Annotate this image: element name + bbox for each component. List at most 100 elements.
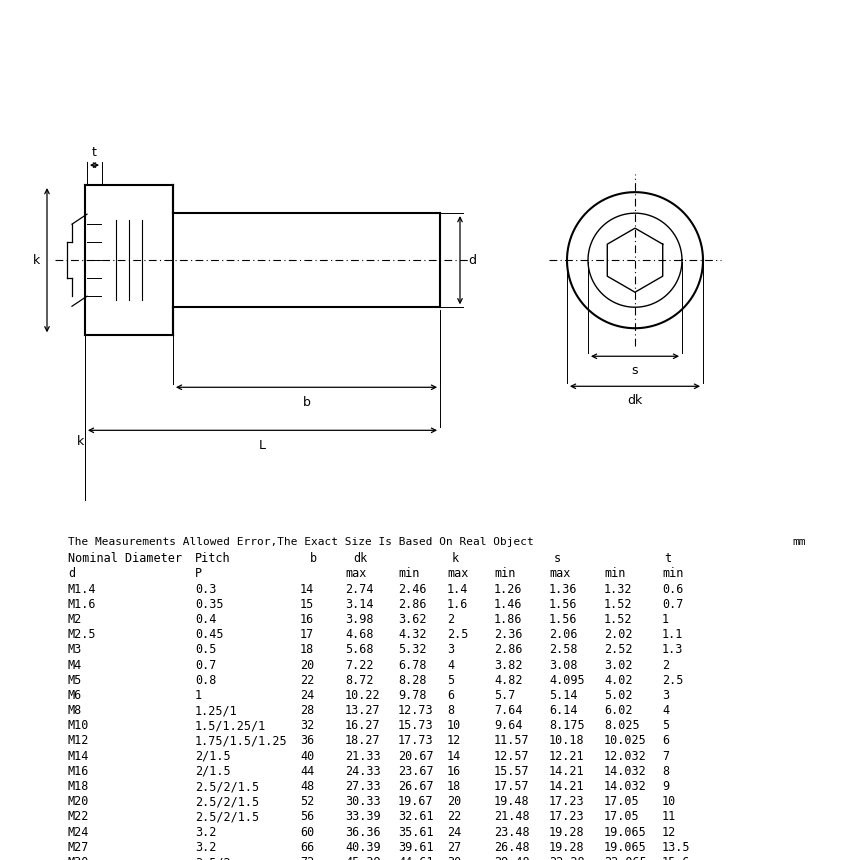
Text: max: max bbox=[447, 568, 469, 580]
Text: 17.23: 17.23 bbox=[549, 796, 585, 808]
Text: M27: M27 bbox=[68, 841, 89, 854]
Text: 19.48: 19.48 bbox=[494, 796, 530, 808]
Text: 20: 20 bbox=[300, 659, 314, 672]
Text: 2.36: 2.36 bbox=[494, 628, 523, 642]
Text: 28: 28 bbox=[300, 704, 314, 717]
Text: 22.28: 22.28 bbox=[549, 856, 585, 860]
Text: 2: 2 bbox=[447, 613, 454, 626]
Text: d: d bbox=[68, 568, 75, 580]
Text: 2.74: 2.74 bbox=[345, 582, 373, 596]
Text: 40: 40 bbox=[300, 750, 314, 763]
Text: 60: 60 bbox=[300, 826, 314, 838]
Text: P: P bbox=[195, 568, 202, 580]
Text: 1.52: 1.52 bbox=[604, 613, 632, 626]
Text: k: k bbox=[33, 254, 40, 267]
Text: 7.22: 7.22 bbox=[345, 659, 373, 672]
Text: 0.45: 0.45 bbox=[195, 628, 224, 642]
Text: 20.67: 20.67 bbox=[398, 750, 433, 763]
Text: 8.72: 8.72 bbox=[345, 673, 373, 687]
Text: 3.5/2: 3.5/2 bbox=[195, 856, 230, 860]
Text: 19.28: 19.28 bbox=[549, 826, 585, 838]
Text: 12.73: 12.73 bbox=[398, 704, 433, 717]
Text: 3.82: 3.82 bbox=[494, 659, 523, 672]
Text: t: t bbox=[92, 146, 97, 159]
Text: 10: 10 bbox=[662, 796, 676, 808]
Text: 17: 17 bbox=[300, 628, 314, 642]
Text: 19.67: 19.67 bbox=[398, 796, 433, 808]
Text: 4.095: 4.095 bbox=[549, 673, 585, 687]
Text: 23.48: 23.48 bbox=[494, 826, 530, 838]
Text: 3.98: 3.98 bbox=[345, 613, 373, 626]
Text: 12: 12 bbox=[662, 826, 676, 838]
Text: 6.78: 6.78 bbox=[398, 659, 427, 672]
Text: 27.33: 27.33 bbox=[345, 780, 381, 793]
Text: 56: 56 bbox=[300, 810, 314, 823]
Text: 17.05: 17.05 bbox=[604, 810, 640, 823]
Text: 2.02: 2.02 bbox=[604, 628, 632, 642]
Text: 6: 6 bbox=[662, 734, 669, 747]
Text: 9.78: 9.78 bbox=[398, 689, 427, 702]
Text: 0.3: 0.3 bbox=[195, 582, 217, 596]
Text: 1.56: 1.56 bbox=[549, 613, 578, 626]
Text: 10.22: 10.22 bbox=[345, 689, 381, 702]
Text: min: min bbox=[662, 568, 684, 580]
Text: 0.6: 0.6 bbox=[662, 582, 684, 596]
Text: 8.175: 8.175 bbox=[549, 719, 585, 732]
Text: b: b bbox=[303, 396, 310, 409]
Text: 4.82: 4.82 bbox=[494, 673, 523, 687]
Text: 16.27: 16.27 bbox=[345, 719, 381, 732]
Text: d: d bbox=[468, 254, 476, 267]
Text: 11.57: 11.57 bbox=[494, 734, 530, 747]
Text: min: min bbox=[494, 568, 515, 580]
Text: M4: M4 bbox=[68, 659, 83, 672]
Text: 0.5: 0.5 bbox=[195, 643, 217, 656]
Text: 15.73: 15.73 bbox=[398, 719, 433, 732]
Text: 8: 8 bbox=[662, 765, 669, 777]
Text: 10.18: 10.18 bbox=[549, 734, 585, 747]
Text: 29.48: 29.48 bbox=[494, 856, 530, 860]
Text: 72: 72 bbox=[300, 856, 314, 860]
Text: 12.032: 12.032 bbox=[604, 750, 647, 763]
Text: 36: 36 bbox=[300, 734, 314, 747]
Text: 12.57: 12.57 bbox=[494, 750, 530, 763]
Text: Pitch: Pitch bbox=[195, 552, 230, 565]
Text: M20: M20 bbox=[68, 796, 89, 808]
Text: 13.27: 13.27 bbox=[345, 704, 381, 717]
Text: M6: M6 bbox=[68, 689, 83, 702]
Text: 0.4: 0.4 bbox=[195, 613, 217, 626]
Text: b: b bbox=[310, 552, 317, 565]
Text: 52: 52 bbox=[300, 796, 314, 808]
Text: 3: 3 bbox=[662, 689, 669, 702]
Text: Nominal Diameter: Nominal Diameter bbox=[68, 552, 182, 565]
Text: 2: 2 bbox=[662, 659, 669, 672]
Text: 8.025: 8.025 bbox=[604, 719, 640, 732]
Text: 2/1.5: 2/1.5 bbox=[195, 750, 230, 763]
Text: 2.5/2/1.5: 2.5/2/1.5 bbox=[195, 780, 259, 793]
Text: 26.67: 26.67 bbox=[398, 780, 433, 793]
Text: 14.032: 14.032 bbox=[604, 780, 647, 793]
Text: 7.64: 7.64 bbox=[494, 704, 523, 717]
Text: 14.032: 14.032 bbox=[604, 765, 647, 777]
Text: 30.33: 30.33 bbox=[345, 796, 381, 808]
Text: 21.33: 21.33 bbox=[345, 750, 381, 763]
Text: 18: 18 bbox=[447, 780, 461, 793]
Text: 1.52: 1.52 bbox=[604, 598, 632, 611]
Text: 17.23: 17.23 bbox=[549, 810, 585, 823]
Text: 1.86: 1.86 bbox=[494, 613, 523, 626]
Text: 0.7: 0.7 bbox=[195, 659, 217, 672]
Text: 30: 30 bbox=[447, 856, 461, 860]
Text: 2/1.5: 2/1.5 bbox=[195, 765, 230, 777]
Text: 6.02: 6.02 bbox=[604, 704, 632, 717]
Text: 7: 7 bbox=[662, 750, 669, 763]
Text: 33.39: 33.39 bbox=[345, 810, 381, 823]
Text: 11: 11 bbox=[662, 810, 676, 823]
Text: 9: 9 bbox=[662, 780, 669, 793]
Text: M18: M18 bbox=[68, 780, 89, 793]
Text: 12.21: 12.21 bbox=[549, 750, 585, 763]
Text: 5.02: 5.02 bbox=[604, 689, 632, 702]
Text: 26.48: 26.48 bbox=[494, 841, 530, 854]
Text: M5: M5 bbox=[68, 673, 83, 687]
Text: M8: M8 bbox=[68, 704, 83, 717]
Text: 1.32: 1.32 bbox=[604, 582, 632, 596]
Text: 2.06: 2.06 bbox=[549, 628, 578, 642]
